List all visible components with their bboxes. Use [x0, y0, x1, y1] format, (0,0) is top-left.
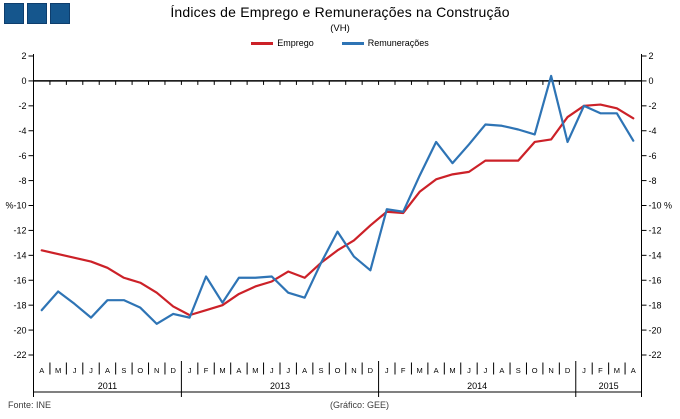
- year-label: 2014: [467, 381, 487, 391]
- month-label: O: [335, 366, 341, 375]
- month-label: M: [614, 366, 620, 375]
- logo-square-icon: [27, 3, 47, 24]
- logo-square-icon: [4, 3, 24, 24]
- y-tick-label-left: 2: [21, 51, 26, 61]
- y-tick-label-right: -12: [649, 226, 662, 236]
- legend-item-emprego: Emprego: [251, 38, 314, 48]
- month-label: S: [319, 366, 324, 375]
- month-label: A: [39, 366, 44, 375]
- source-note: Fonte: INE: [8, 400, 52, 410]
- month-label: A: [434, 366, 439, 375]
- month-label: S: [516, 366, 521, 375]
- y-tick-label-right: -4: [649, 126, 657, 136]
- y-tick-label-right: -14: [649, 251, 662, 261]
- month-label: M: [219, 366, 225, 375]
- y-tick-label-left: -16: [13, 275, 26, 285]
- y-tick-label-right: -16: [649, 275, 662, 285]
- logo: [4, 3, 70, 24]
- y-tick-label-right: 2: [649, 51, 654, 61]
- month-label: A: [631, 366, 636, 375]
- y-tick-label-left: -2: [18, 101, 26, 111]
- month-label: F: [598, 366, 603, 375]
- legend-label-remuneracoes: Remunerações: [367, 38, 429, 48]
- y-tick-label-left: %-10: [5, 201, 26, 211]
- y-tick-label-right: -10 %: [649, 201, 673, 211]
- month-label: D: [368, 366, 374, 375]
- month-label: O: [137, 366, 143, 375]
- y-tick-label-right: -20: [649, 325, 662, 335]
- y-tick-label-right: -6: [649, 151, 657, 161]
- month-label: J: [73, 366, 77, 375]
- year-label: 2015: [599, 381, 619, 391]
- month-label: O: [532, 366, 538, 375]
- month-label: J: [270, 366, 274, 375]
- month-label: M: [449, 366, 455, 375]
- month-label: M: [417, 366, 423, 375]
- y-tick-label-right: -22: [649, 350, 662, 360]
- month-label: A: [105, 366, 110, 375]
- month-label: M: [55, 366, 61, 375]
- y-tick-label-right: -18: [649, 300, 662, 310]
- y-tick-label-left: -18: [13, 300, 26, 310]
- chart-title: Índices de Emprego e Remunerações na Con…: [170, 4, 510, 20]
- month-label: A: [499, 366, 504, 375]
- month-label: M: [252, 366, 258, 375]
- y-tick-label-left: -14: [13, 251, 26, 261]
- month-label: N: [548, 366, 553, 375]
- logo-square-icon: [50, 3, 70, 24]
- month-label: J: [467, 366, 471, 375]
- series-line-remunerações: [40, 74, 635, 325]
- y-tick-label-right: -8: [649, 176, 657, 186]
- month-label: N: [351, 366, 356, 375]
- credit-note: (Gráfico: GEE): [330, 400, 390, 410]
- month-label: J: [286, 366, 290, 375]
- month-label: A: [236, 366, 241, 375]
- month-label: A: [302, 366, 307, 375]
- emprego-line-swatch-icon: [251, 41, 274, 45]
- y-tick-label-left: -12: [13, 226, 26, 236]
- month-label: D: [565, 366, 571, 375]
- series-line-emprego: [40, 103, 635, 317]
- legend: Emprego Remunerações: [0, 38, 680, 48]
- legend-item-remuneracoes: Remunerações: [341, 38, 429, 48]
- y-tick-label-right: -2: [649, 101, 657, 111]
- remuneracoes-line-swatch-icon: [341, 41, 364, 45]
- month-label: J: [188, 366, 192, 375]
- y-tick-label-left: 0: [21, 76, 26, 86]
- month-label: S: [121, 366, 126, 375]
- month-label: N: [154, 366, 159, 375]
- month-label: J: [89, 366, 93, 375]
- y-tick-label-left: -6: [18, 151, 26, 161]
- month-label: J: [484, 366, 488, 375]
- legend-label-emprego: Emprego: [277, 38, 314, 48]
- month-label: F: [204, 366, 209, 375]
- y-tick-label-left: -8: [18, 176, 26, 186]
- y-tick-label-left: -20: [13, 325, 26, 335]
- month-label: J: [385, 366, 389, 375]
- y-tick-label-right: 0: [649, 76, 654, 86]
- month-label: D: [170, 366, 176, 375]
- y-tick-label-left: -4: [18, 126, 26, 136]
- year-label: 2013: [270, 381, 290, 391]
- year-label: 2011: [98, 381, 117, 391]
- chart-subtitle: (VH): [330, 23, 350, 34]
- y-tick-label-left: -22: [13, 350, 26, 360]
- month-label: F: [401, 366, 406, 375]
- month-label: J: [582, 366, 586, 375]
